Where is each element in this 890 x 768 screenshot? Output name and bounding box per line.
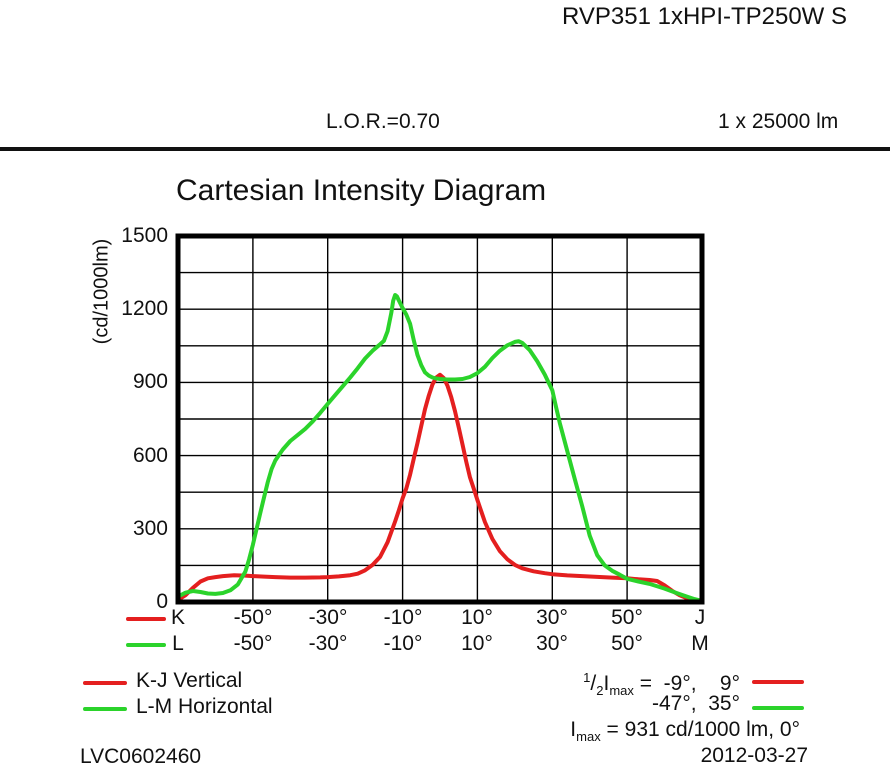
x-tick-label: 10°: [461, 606, 493, 629]
half-frac-slash: /: [590, 672, 597, 695]
x-tick-label: 50°: [611, 632, 643, 655]
x-tick-label: 30°: [536, 632, 568, 655]
x-tick-label: 50°: [611, 606, 643, 629]
lamp-flux-value: 1 x 25000 lm: [718, 110, 839, 133]
report-date: 2012-03-27: [700, 744, 808, 767]
axis-line-sample: [126, 643, 166, 647]
half-imax-lm-values: -47°, 35°: [651, 692, 740, 715]
chart-title: Cartesian Intensity Diagram: [176, 174, 547, 207]
half-frac-numerator: 1: [583, 670, 591, 685]
x-tick-label: -10°: [383, 606, 423, 629]
half-imax-kj-row: 1/2Imax = -9°, 9°: [500, 666, 740, 703]
half-imax-lm-line-sample: [752, 706, 804, 710]
x-tick-label: -10°: [383, 632, 423, 655]
intensity-symbol: I: [570, 718, 577, 741]
y-axis-label: (cd/1000lm): [90, 238, 113, 345]
imax-row: Imax = 931 cd/1000 lm, 0°: [500, 718, 800, 749]
max-subscript: max: [576, 729, 601, 745]
y-tick-label: 1200: [121, 297, 168, 320]
intensity-symbol: I: [603, 672, 610, 695]
imax-value: = 931 cd/1000 lm, 0°: [600, 718, 800, 741]
half-frac-denominator: 2: [596, 683, 604, 699]
legend-line-sample: [83, 707, 127, 711]
y-tick-label: 0: [156, 590, 168, 613]
x-tick-label: -50°: [233, 606, 273, 629]
header-divider: [0, 147, 890, 151]
x-tick-label: -50°: [233, 632, 273, 655]
half-imax-lm-row: -47°, 35°: [500, 692, 740, 716]
plane-start-label: K: [170, 606, 185, 629]
plane-start-label: L: [172, 632, 184, 655]
legend-label: L-M Horizontal: [136, 695, 273, 718]
x-tick-label: 10°: [461, 632, 493, 655]
y-tick-label: 900: [132, 370, 168, 393]
report-title: RVP351 1xHPI-TP250W S: [562, 3, 848, 30]
plot-svg: [175, 233, 705, 605]
y-tick-label: 600: [132, 444, 168, 467]
half-imax-kj-values: = -9°, 9°: [633, 672, 740, 695]
x-tick-label: -30°: [308, 632, 348, 655]
legend-label: K-J Vertical: [136, 669, 243, 692]
document-code: LVC0602460: [80, 745, 202, 768]
plane-end-label: M: [691, 632, 709, 655]
x-tick-label: 30°: [536, 606, 568, 629]
lor-value: L.O.R.=0.70: [326, 110, 440, 133]
plane-end-label: J: [694, 606, 706, 629]
max-subscript: max: [609, 683, 634, 699]
y-tick-label: 300: [132, 517, 168, 540]
y-tick-label: 1500: [121, 224, 168, 247]
legend-line-sample: [83, 681, 127, 685]
half-imax-kj-line-sample: [752, 680, 804, 684]
axis-line-sample: [126, 617, 166, 621]
x-tick-label: -30°: [308, 606, 348, 629]
